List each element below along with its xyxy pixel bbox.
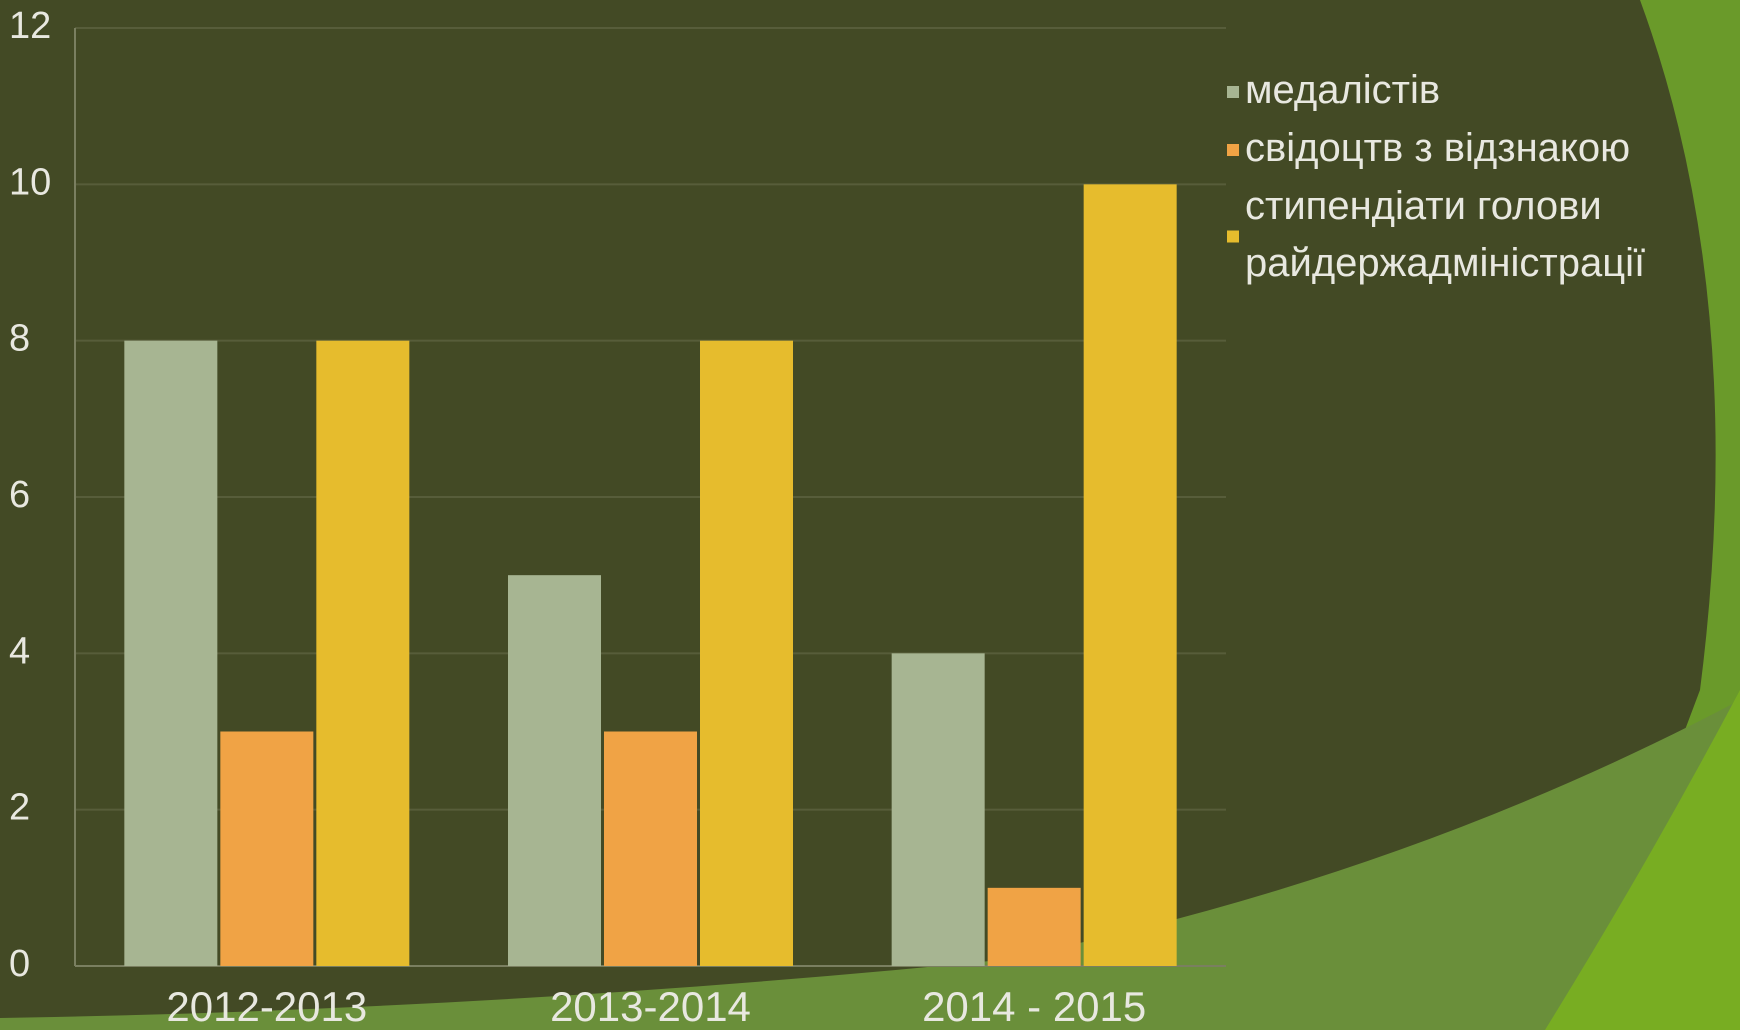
legend-swatch <box>1227 230 1239 243</box>
y-tick-label: 2 <box>9 787 30 829</box>
y-tick-label: 0 <box>9 943 30 985</box>
legend-label: свідоцтв з відзнакою <box>1245 126 1630 170</box>
bar <box>604 731 697 966</box>
x-tick-label: 2013-2014 <box>550 983 751 1030</box>
y-tick-label: 10 <box>9 161 51 203</box>
y-tick-label: 6 <box>9 474 30 516</box>
x-tick-label: 2014 - 2015 <box>922 983 1146 1030</box>
bar <box>891 653 985 966</box>
y-tick-label: 4 <box>9 630 30 672</box>
legend-swatch <box>1227 86 1239 98</box>
bar <box>316 340 410 967</box>
bar <box>1083 184 1177 967</box>
bar <box>987 887 1081 966</box>
legend-label: стипендіати голови райдержадміністрації <box>1245 184 1645 285</box>
x-tick-label: 2012-2013 <box>166 983 367 1030</box>
legend-swatch <box>1227 144 1239 156</box>
y-tick-label: 12 <box>9 5 51 47</box>
bar <box>124 340 218 967</box>
legend-label: медалістів <box>1245 68 1440 112</box>
bar <box>700 340 793 967</box>
bar <box>508 575 601 966</box>
bar <box>220 731 314 966</box>
decor-bottom <box>0 700 1740 1030</box>
y-tick-label: 8 <box>9 318 30 360</box>
decor-corner <box>1545 690 1740 1030</box>
